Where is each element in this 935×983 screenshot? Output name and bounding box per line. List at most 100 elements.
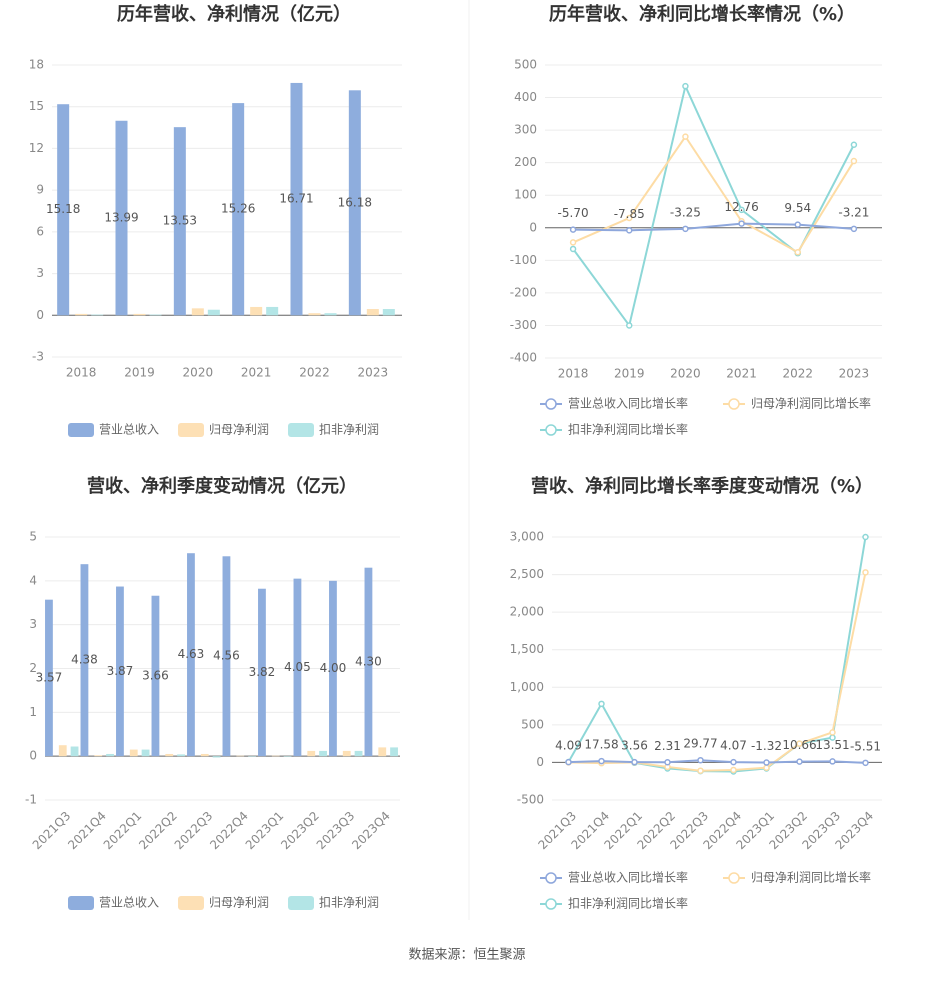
y-tick-label: -200 <box>510 285 537 299</box>
value-label: 3.66 <box>142 668 169 682</box>
bar <box>348 90 361 316</box>
value-label: 3.56 <box>621 739 648 753</box>
value-label: -1.32 <box>751 739 782 753</box>
y-tick-label: 15 <box>29 99 44 113</box>
legend-swatch <box>728 398 740 410</box>
bar <box>212 756 221 758</box>
point <box>697 756 704 764</box>
x-tick-label: 2022Q4 <box>207 809 251 853</box>
x-tick-label: 2019 <box>614 367 645 381</box>
bar <box>342 750 351 757</box>
y-tick-label: -500 <box>517 793 544 807</box>
value-label: 12.76 <box>724 200 758 214</box>
bar <box>283 756 292 757</box>
legend-swatch <box>545 398 557 410</box>
bar <box>151 595 160 757</box>
bar <box>45 599 53 757</box>
bar <box>165 753 174 757</box>
value-label: 4.30 <box>355 654 382 668</box>
point <box>763 764 770 771</box>
point <box>794 248 801 256</box>
y-tick-label: 3,000 <box>510 530 544 544</box>
value-label: -3.21 <box>838 205 869 219</box>
value-label: 15.18 <box>46 202 80 216</box>
value-label: 9.54 <box>784 201 811 215</box>
value-label: 4.63 <box>178 647 205 661</box>
value-label: 16.71 <box>279 192 313 206</box>
legend-label: 营业总收入同比增长率 <box>568 870 688 885</box>
chart-title: 营收、净利同比增长率季度变动情况（%） <box>531 475 873 497</box>
bar <box>354 750 363 757</box>
point <box>664 759 671 766</box>
y-tick-label: -3 <box>32 350 44 364</box>
bar <box>366 309 379 316</box>
legend-swatch <box>68 423 94 437</box>
x-tick-label: 2023Q2 <box>278 809 322 853</box>
bar <box>57 104 70 316</box>
y-tick-label: -300 <box>510 318 537 332</box>
point <box>763 759 770 766</box>
point <box>569 245 577 253</box>
point <box>682 82 689 90</box>
y-tick-label: -1 <box>25 793 37 807</box>
bar <box>80 564 89 757</box>
legend-label: 扣非净利润同比增长率 <box>568 896 688 911</box>
point <box>862 759 869 767</box>
legend-label: 归母净利润 <box>209 423 269 437</box>
x-tick-label: 2021Q4 <box>65 809 109 853</box>
bar <box>149 314 162 316</box>
y-tick-label: 100 <box>514 188 537 202</box>
x-tick-label: 2022 <box>299 366 330 380</box>
bar <box>378 747 387 757</box>
legend-label: 营业总收入同比增长率 <box>568 396 688 411</box>
value-label: 3.57 <box>36 670 63 684</box>
value-label: 4.05 <box>284 660 311 674</box>
point <box>682 133 689 140</box>
x-tick-label: 2018 <box>558 367 589 381</box>
x-tick-label: 2021 <box>241 366 272 380</box>
x-tick-label: 2022Q2 <box>136 809 180 853</box>
bar <box>91 314 104 316</box>
legend-swatch <box>545 424 557 436</box>
y-tick-label: 300 <box>514 123 537 137</box>
bar <box>290 82 303 316</box>
x-tick-label: 2023 <box>839 367 870 381</box>
point <box>850 225 858 233</box>
x-tick-label: 2022Q1 <box>101 809 145 853</box>
value-label: 17.58 <box>584 738 618 752</box>
bar <box>187 553 195 757</box>
point <box>738 220 745 227</box>
point <box>682 225 689 233</box>
bar <box>293 578 302 757</box>
y-tick-label: 4 <box>29 573 37 587</box>
point <box>730 758 737 766</box>
point <box>626 322 633 329</box>
bar <box>266 306 279 316</box>
y-tick-label: 2,000 <box>510 605 544 619</box>
point <box>862 569 869 576</box>
bar <box>250 306 263 316</box>
bar <box>94 755 103 757</box>
y-tick-label: 6 <box>36 224 44 238</box>
y-tick-label: 500 <box>514 58 537 72</box>
bar <box>307 750 316 757</box>
point <box>626 214 633 222</box>
bar <box>116 586 124 757</box>
y-tick-label: 12 <box>29 141 44 155</box>
bar <box>173 127 186 316</box>
bar <box>236 755 245 757</box>
point <box>626 227 633 234</box>
chart-title: 历年营收、净利同比增长率情况（%） <box>549 3 855 25</box>
x-tick-label: 2021 <box>726 367 757 381</box>
value-label: 4.38 <box>71 653 98 667</box>
x-tick-label: 2020 <box>670 367 701 381</box>
legend-label: 扣非净利润同比增长率 <box>568 422 688 437</box>
point <box>598 700 605 708</box>
bar <box>115 120 128 316</box>
value-label: 4.07 <box>720 739 747 753</box>
bar <box>232 103 245 316</box>
y-tick-label: 1 <box>29 705 37 719</box>
value-label: -5.70 <box>558 206 589 220</box>
bar <box>319 750 327 757</box>
